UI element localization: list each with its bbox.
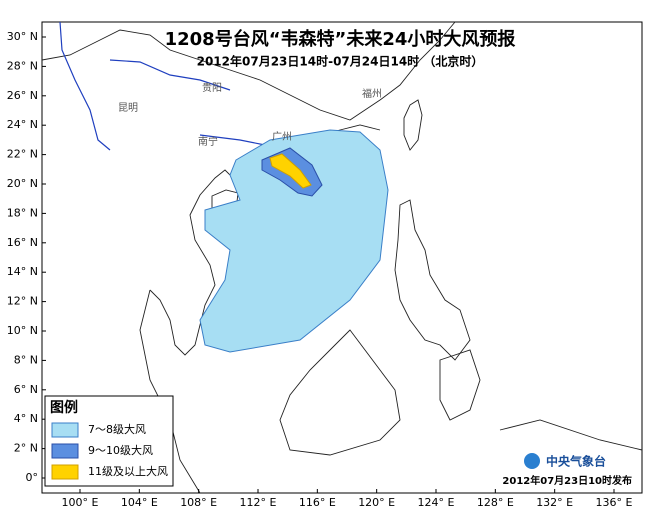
legend-label: 11级及以上大风 [88, 464, 168, 478]
agency-name: 中央气象台 [546, 454, 606, 469]
lat-label: 0° [26, 471, 39, 484]
lat-label: 22° N [7, 148, 38, 161]
map-subtitle: 2012年07月23日14时-07月24日14时 （北京时） [197, 54, 484, 69]
lon-label: 108° E [180, 496, 217, 509]
lon-label: 104° E [121, 496, 158, 509]
lat-label: 6° N [14, 383, 38, 396]
lat-label: 24° N [7, 118, 38, 131]
lat-label: 20° N [7, 177, 38, 190]
city-label: 福州 [362, 87, 382, 100]
lon-label: 100° E [62, 496, 99, 509]
wind-zone-11plus [269, 153, 312, 189]
legend-swatch [51, 422, 79, 438]
legend-label: 9～10级大风 [88, 443, 153, 457]
legend-label: 7～8级大风 [88, 422, 146, 436]
lat-label: 16° N [7, 236, 38, 249]
lon-label: 112° E [240, 496, 277, 509]
city-label: 昆明 [118, 102, 138, 114]
lat-label: 26° N [7, 89, 38, 102]
issue-time: 2012年07月23日10时发布 [502, 474, 632, 487]
lat-label: 18° N [7, 206, 38, 219]
city-label: 广州 [272, 131, 292, 143]
lat-label: 14° N [7, 265, 38, 278]
legend-swatch [51, 464, 79, 480]
wind-zone-7-8 [199, 129, 389, 353]
city-label: 贵阳 [202, 81, 222, 94]
lat-label: 30° N [7, 30, 38, 43]
lon-label: 124° E [418, 496, 455, 509]
city-label: 南宁 [198, 135, 218, 148]
lon-label: 128° E [477, 496, 514, 509]
lat-label: 8° N [14, 353, 38, 366]
lon-label: 132° E [536, 496, 573, 509]
agency-logo [524, 453, 540, 469]
lon-label: 116° E [299, 496, 336, 509]
lat-label: 10° N [7, 324, 38, 337]
legend: 图例 7～8级大风 9～10级大风 11级及以上大风 [44, 395, 174, 487]
taiwan [403, 99, 423, 151]
legend-title: 图例 [50, 399, 78, 416]
lat-label: 28° N [7, 59, 38, 72]
rivers [59, 21, 266, 151]
axis-labels: 30° N 28° N 26° N 24° N 22° N 20° N 18° N 16° N… [7, 30, 633, 509]
lon-label: 136° E [596, 496, 633, 509]
map-title: 1208号台风“韦森特”未来24小时大风预报 [165, 28, 516, 50]
lat-label: 2° N [14, 442, 38, 455]
legend-swatch [51, 443, 79, 459]
lon-label: 120° E [358, 496, 395, 509]
lat-label: 4° N [14, 412, 38, 425]
lat-label: 12° N [7, 295, 38, 308]
